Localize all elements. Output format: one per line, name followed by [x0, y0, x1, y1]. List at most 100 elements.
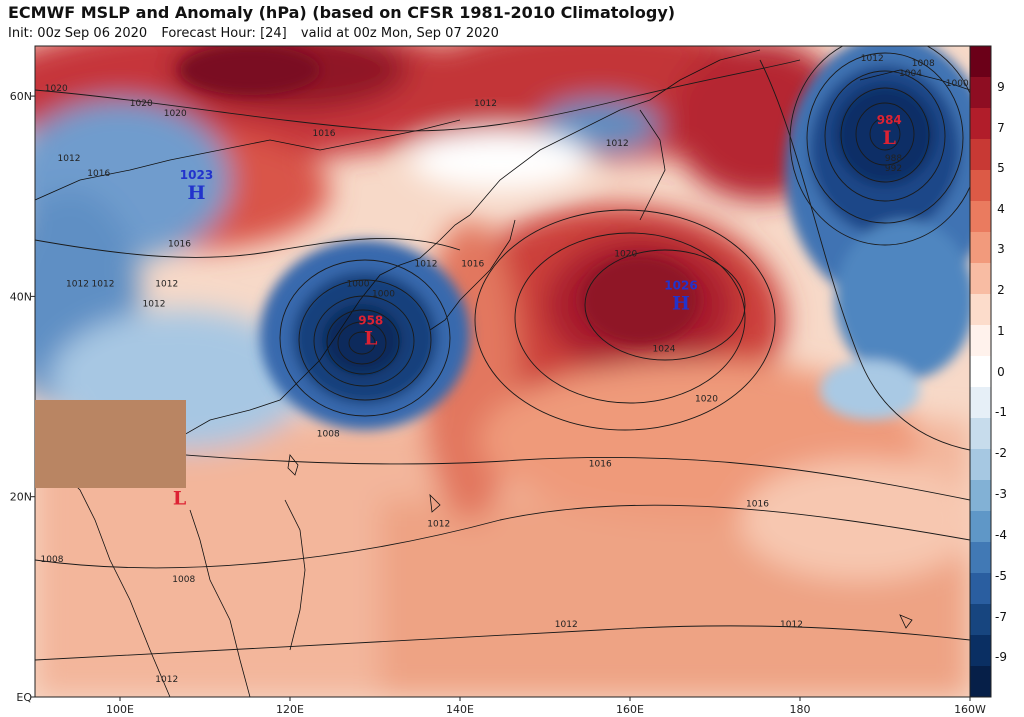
isobar-label: 1012	[606, 139, 629, 149]
longitude-label: 120E	[276, 703, 304, 716]
colorbar-swatch	[970, 170, 991, 202]
pressure-center-value: 1026	[664, 278, 697, 292]
isobar-label: 1012	[143, 299, 166, 309]
isobar-label: 1004	[899, 69, 922, 79]
isobar-label: 1016	[168, 239, 191, 249]
colorbar-swatch	[970, 542, 991, 574]
isobar-label: 1012	[861, 54, 884, 64]
colorbar-label: 1	[997, 324, 1005, 338]
map-title: ECMWF MSLP and Anomaly (hPa) (based on C…	[8, 3, 676, 22]
colorbar-frame	[969, 45, 992, 698]
isobar-label: 1020	[164, 109, 187, 119]
coast-island-pacific	[899, 614, 913, 629]
isobar-label: 1020	[45, 84, 68, 94]
latitude-label: 60N	[10, 90, 32, 103]
colorbar-label: 2	[997, 283, 1005, 297]
pressure-center-value: 1023	[180, 168, 213, 182]
isobar-label: 988	[885, 154, 902, 164]
colorbar-label: 3	[997, 242, 1005, 256]
coastlines	[35, 49, 970, 697]
isobar-label: 1012	[415, 259, 438, 269]
colorbar-swatch	[970, 139, 991, 171]
colorbar-label: 0	[997, 365, 1005, 379]
low-pressure-marker: L	[883, 127, 896, 149]
coast-island	[429, 493, 441, 513]
isobar-label: 1012	[155, 675, 178, 685]
image-overlay-box	[35, 400, 186, 488]
colorbar-swatch	[970, 573, 991, 605]
colorbar-swatch	[970, 294, 991, 326]
isobar-label: 1008	[41, 555, 64, 565]
forecast-hour: Forecast Hour: [24]	[161, 26, 287, 41]
colorbar-label: 4	[997, 202, 1005, 216]
isobar-label: 1012	[155, 279, 178, 289]
isobar-label: 1008	[317, 430, 340, 440]
colorbar-swatch	[970, 263, 991, 295]
isobar-labels: 1020 1020 1020 1012 1016 1016 1012 1012 1012 1012…	[41, 54, 969, 685]
isobar-label: 1016	[313, 129, 336, 139]
init-time: Init: 00z Sep 06 2020	[8, 26, 148, 41]
colorbar-swatch	[970, 480, 991, 512]
latitude-label: EQ	[16, 691, 32, 704]
colorbar-label: -7	[995, 610, 1007, 624]
latitude-label: 40N	[10, 290, 32, 303]
colorbar-swatch	[970, 604, 991, 636]
isobar-label: 1012	[58, 154, 81, 164]
high-pressure-marker: H	[188, 182, 206, 204]
longitude-label: 160E	[616, 703, 644, 716]
colorbar-label: 7	[997, 121, 1005, 135]
coast-china	[149, 214, 471, 471]
colorbar-label: 5	[997, 161, 1005, 175]
colorbar-label: -1	[995, 405, 1007, 419]
coast-japan	[429, 219, 516, 331]
isobar-label: 1020	[614, 249, 637, 259]
isobar-label: 1000	[372, 289, 395, 299]
grid-ticks	[31, 95, 971, 701]
isobar-label: 1012	[780, 620, 803, 630]
colorbar-swatch	[970, 511, 991, 543]
colorbar-label: -9	[995, 650, 1007, 664]
isobar-label: 1012	[555, 620, 578, 630]
colorbar-swatch	[970, 325, 991, 357]
isobar-label: 1016	[87, 169, 110, 179]
colorbar-label: -5	[995, 569, 1007, 583]
border-mongolia-china	[35, 119, 461, 201]
isobar-label: 1024	[653, 344, 676, 354]
isobar-label: 1012	[474, 99, 497, 109]
map-subtitle: Init: 00z Sep 06 2020 Forecast Hour: [24…	[8, 26, 509, 41]
latitude-labels: 60N 40N 20N EQ	[10, 90, 33, 704]
low-pressure-marker: L	[173, 488, 186, 510]
low-pressure-marker: L	[364, 327, 377, 349]
isobar-label: 1012	[427, 520, 450, 530]
isobar-label: 992	[885, 164, 902, 174]
longitude-label: 100E	[106, 703, 134, 716]
coast-alaska	[859, 69, 970, 91]
colorbar-swatch	[970, 232, 991, 264]
colorbar-swatch	[970, 201, 991, 233]
colorbar-swatch	[970, 635, 991, 667]
isobar-label: 1016	[589, 460, 612, 470]
longitude-labels: 100E 120E 140E 160E 180 160W	[106, 703, 986, 716]
colorbar-label: 9	[997, 80, 1005, 94]
valid-time: valid at 00z Mon, Sep 07 2020	[300, 26, 499, 41]
colorbar-swatch	[970, 77, 991, 109]
colorbar-swatch	[970, 356, 991, 388]
colorbar-swatch	[970, 666, 991, 698]
anomaly-field	[35, 46, 970, 697]
coast-russia-east	[469, 49, 761, 216]
colorbar-label: -4	[995, 528, 1007, 542]
coast-philippines	[284, 499, 306, 651]
pressure-center-value: 984	[877, 113, 902, 127]
colorbar-swatch	[970, 418, 991, 450]
longitude-label: 160W	[954, 703, 986, 716]
colorbar-swatch	[970, 46, 991, 78]
colorbar-label: -2	[995, 446, 1007, 460]
longitude-label: 180	[790, 703, 811, 716]
longitude-label: 140E	[446, 703, 474, 716]
isobar-label: 1012	[92, 279, 115, 289]
colorbar: 9 7 5 4 3 2 1 0 -1 -2 -3 -4 -5 -7 -9	[969, 45, 1007, 698]
isobar-label: 1008	[172, 575, 195, 585]
isobar-label: 1020	[695, 395, 718, 405]
colorbar-swatch	[970, 449, 991, 481]
